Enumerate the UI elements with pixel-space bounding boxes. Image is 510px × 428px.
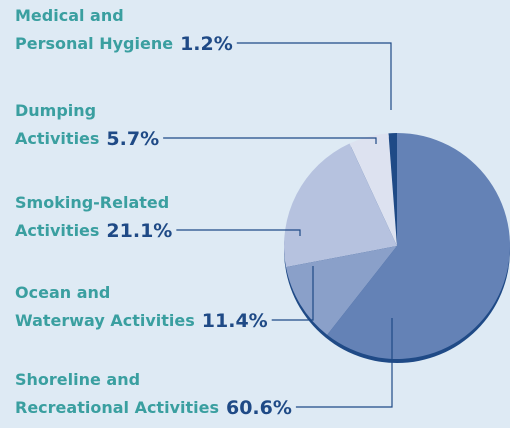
leader-line	[236, 42, 392, 110]
pie-slice	[349, 133, 397, 246]
category-label: Smoking-Related	[15, 193, 169, 212]
category-label: Personal Hygiene	[15, 34, 173, 53]
value-label: 5.7%	[106, 128, 159, 150]
value-label: 11.4%	[202, 310, 268, 332]
leader-line	[271, 266, 314, 321]
category-label: Recreational Activities	[15, 398, 219, 417]
category-label: Dumping	[15, 101, 96, 120]
category-label: Ocean and	[15, 283, 110, 302]
value-label: 1.2%	[180, 33, 233, 55]
category-label: Shoreline and	[15, 370, 140, 389]
leader-line	[176, 229, 301, 236]
leader-line	[295, 318, 393, 408]
pie-slice	[327, 133, 510, 359]
value-label: 21.1%	[106, 220, 172, 242]
category-label: Activities	[15, 129, 99, 148]
category-label: Activities	[15, 221, 99, 240]
pie-slice	[286, 246, 397, 335]
leader-line	[163, 137, 377, 144]
pie-slice	[388, 133, 397, 246]
pie-slice	[283, 143, 397, 268]
category-label: Medical and	[15, 6, 124, 25]
value-label: 60.6%	[226, 397, 292, 419]
category-label: Waterway Activities	[15, 311, 195, 330]
